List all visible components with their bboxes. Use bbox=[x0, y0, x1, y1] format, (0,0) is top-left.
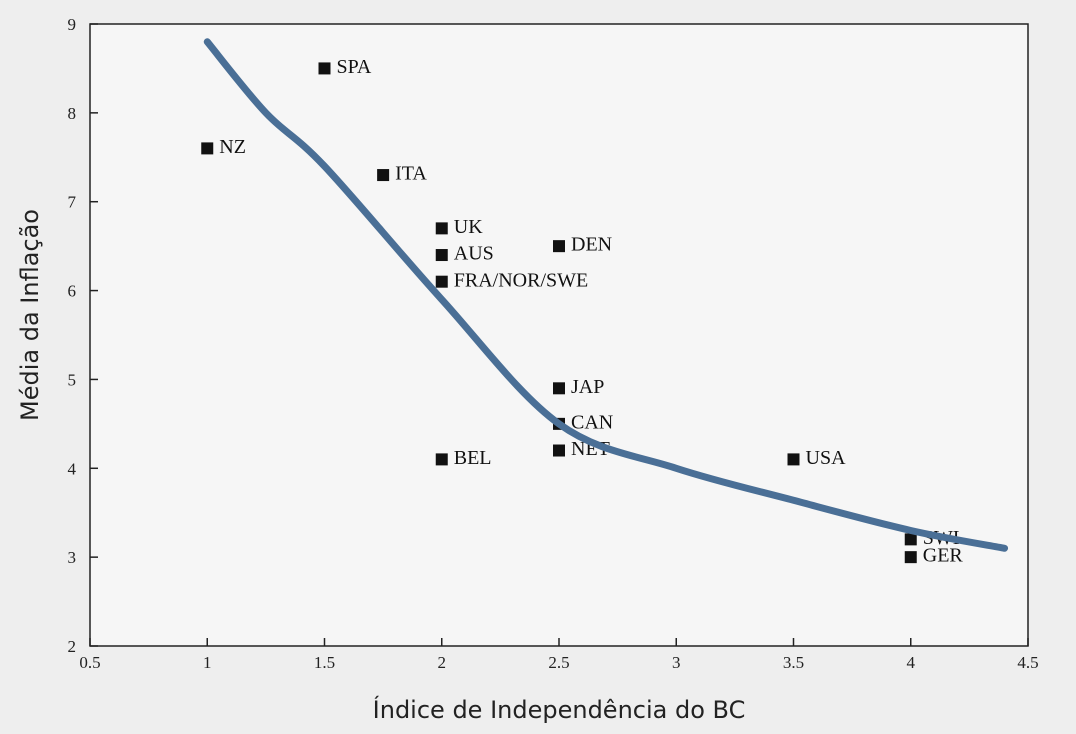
x-tick-label: 2 bbox=[438, 653, 447, 672]
point bbox=[377, 169, 390, 182]
y-axis-title: Média da Inflação bbox=[16, 209, 44, 421]
point bbox=[787, 453, 800, 466]
point bbox=[435, 249, 448, 262]
point-label: FRA/NOR/SWE bbox=[454, 269, 588, 291]
point bbox=[435, 453, 448, 466]
y-tick-label: 6 bbox=[68, 282, 77, 301]
y-tick-label: 4 bbox=[68, 459, 77, 478]
y-tick-label: 2 bbox=[68, 637, 77, 656]
point-label: ITA bbox=[395, 163, 427, 185]
point-label: SPA bbox=[337, 56, 372, 78]
x-tick-label: 4.5 bbox=[1017, 653, 1038, 672]
x-tick-label: 4 bbox=[907, 653, 916, 672]
point bbox=[904, 533, 917, 546]
y-tick-label: 5 bbox=[68, 370, 77, 389]
point-label: AUS bbox=[454, 243, 494, 265]
point-label: GER bbox=[923, 545, 964, 567]
point bbox=[553, 240, 565, 253]
point bbox=[553, 444, 565, 457]
y-tick-label: 3 bbox=[68, 548, 77, 567]
point-label: CAN bbox=[571, 411, 613, 433]
point bbox=[904, 551, 917, 564]
y-tick-label: 7 bbox=[68, 193, 77, 212]
x-tick-label: 1.5 bbox=[314, 653, 335, 672]
point-label: UK bbox=[454, 216, 483, 238]
point bbox=[318, 62, 331, 75]
x-tick-label: 3.5 bbox=[783, 653, 804, 672]
trend-curve bbox=[203, 38, 1009, 552]
x-axis-title: Índice de Independência do BC bbox=[373, 695, 746, 724]
x-tick-label: 1 bbox=[203, 653, 212, 672]
point-label: USA bbox=[806, 447, 847, 469]
point bbox=[435, 222, 448, 235]
point-label: DEN bbox=[571, 234, 612, 256]
point bbox=[201, 142, 214, 155]
point-label: BEL bbox=[454, 447, 492, 469]
x-tick-label: 3 bbox=[672, 653, 681, 672]
x-tick-label: 0.5 bbox=[79, 653, 100, 672]
point-label: NZ bbox=[219, 136, 246, 158]
y-tick-label: 8 bbox=[68, 104, 77, 123]
y-tick-label: 9 bbox=[68, 15, 77, 34]
point-label: JAP bbox=[571, 376, 604, 398]
point bbox=[435, 275, 448, 288]
point bbox=[553, 382, 565, 395]
plot-frame bbox=[89, 23, 1029, 647]
x-tick-label: 2.5 bbox=[548, 653, 569, 672]
